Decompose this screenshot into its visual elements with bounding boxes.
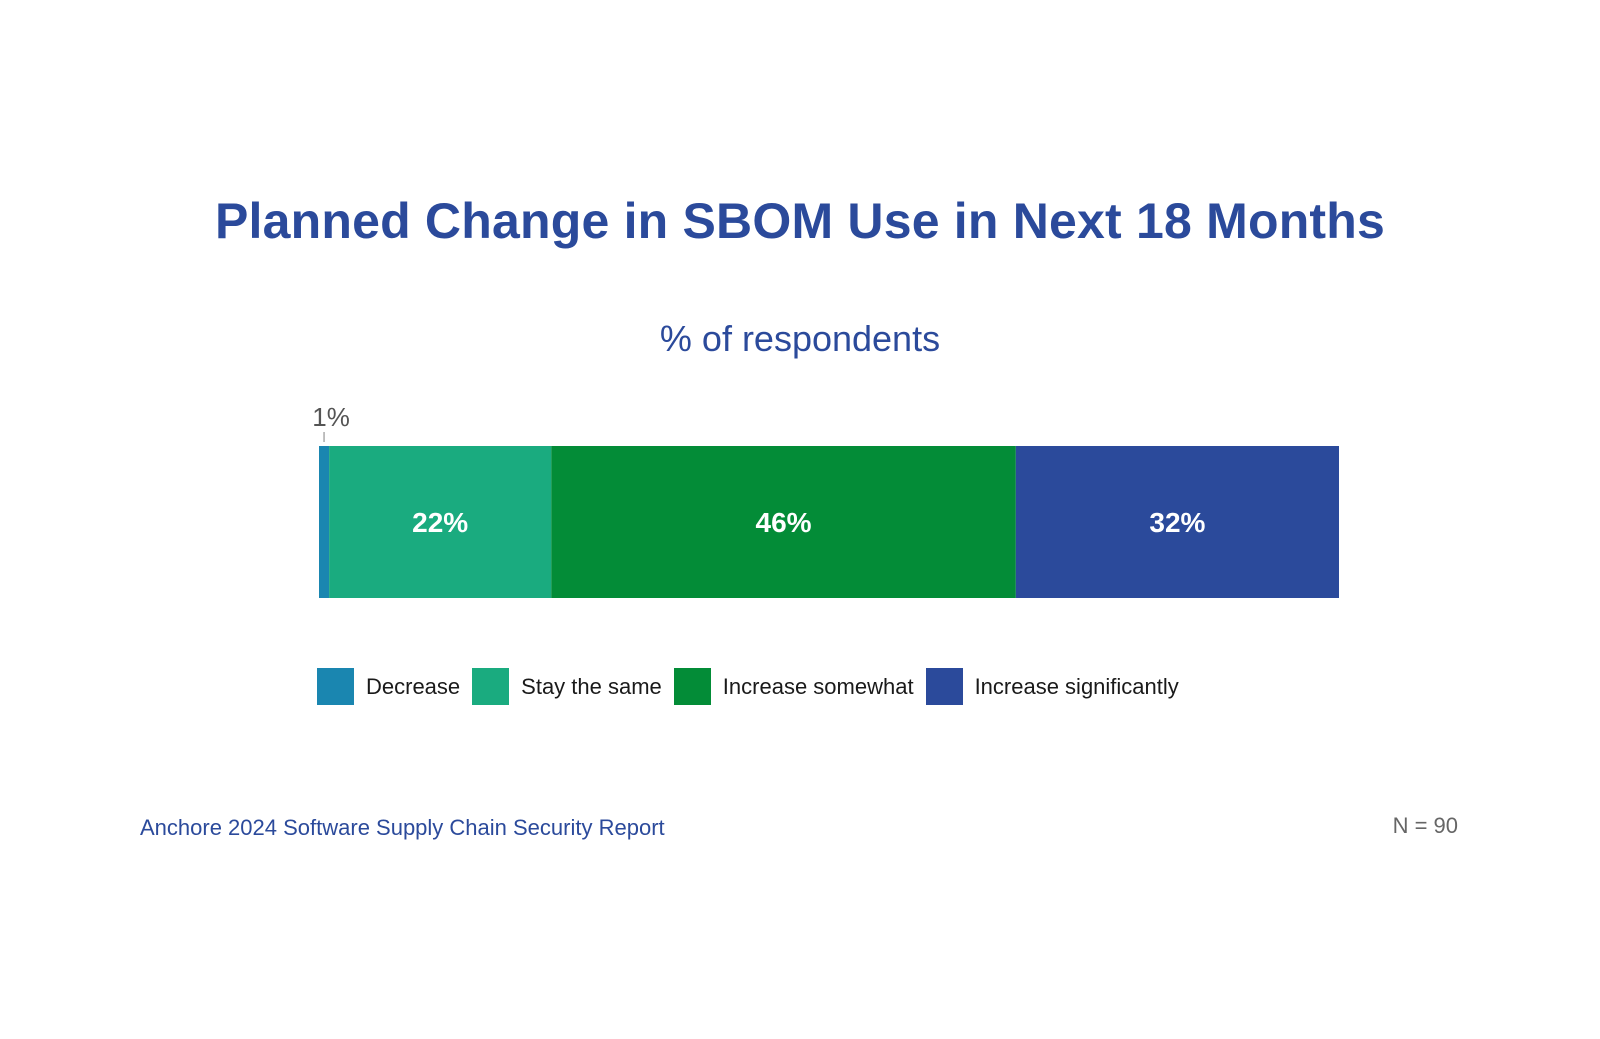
bar-segment-1 bbox=[319, 446, 330, 598]
legend-swatch bbox=[472, 668, 510, 705]
chart-subtitle: % of respondents bbox=[659, 318, 941, 359]
chart-legend: Decrease Stay the same Increase somewhat In… bbox=[317, 668, 1191, 705]
bar-segment-4 bbox=[1015, 446, 1339, 598]
legend-label: Increase somewhat bbox=[722, 673, 914, 699]
legend-item-4: Increase significantly bbox=[925, 668, 1179, 705]
bar-label-2: 22% bbox=[412, 507, 468, 538]
legend-label: Decrease bbox=[366, 673, 461, 699]
chart-title: Planned Change in SBOM Use in Next 18 Mo… bbox=[214, 193, 1386, 249]
bar-label-1: 1% bbox=[312, 402, 350, 432]
legend-swatch bbox=[673, 668, 711, 705]
legend-label: Stay the same bbox=[521, 673, 662, 699]
sample-size: N = 90 bbox=[1392, 813, 1458, 838]
legend-label: Increase significantly bbox=[974, 673, 1179, 699]
legend-swatch bbox=[925, 668, 963, 705]
legend-item-3: Increase somewhat bbox=[673, 668, 914, 705]
legend-item-2: Stay the same bbox=[472, 668, 662, 705]
source-note: Anchore 2024 Software Supply Chain Secur… bbox=[140, 815, 665, 840]
bar-segment-2 bbox=[329, 446, 552, 598]
bar-label-3: 46% bbox=[756, 507, 812, 538]
bar-segment-3 bbox=[551, 446, 1016, 598]
legend-item-1: Decrease bbox=[317, 668, 460, 705]
legend-swatch bbox=[317, 668, 354, 705]
bar-label-4: 32% bbox=[1149, 507, 1205, 538]
